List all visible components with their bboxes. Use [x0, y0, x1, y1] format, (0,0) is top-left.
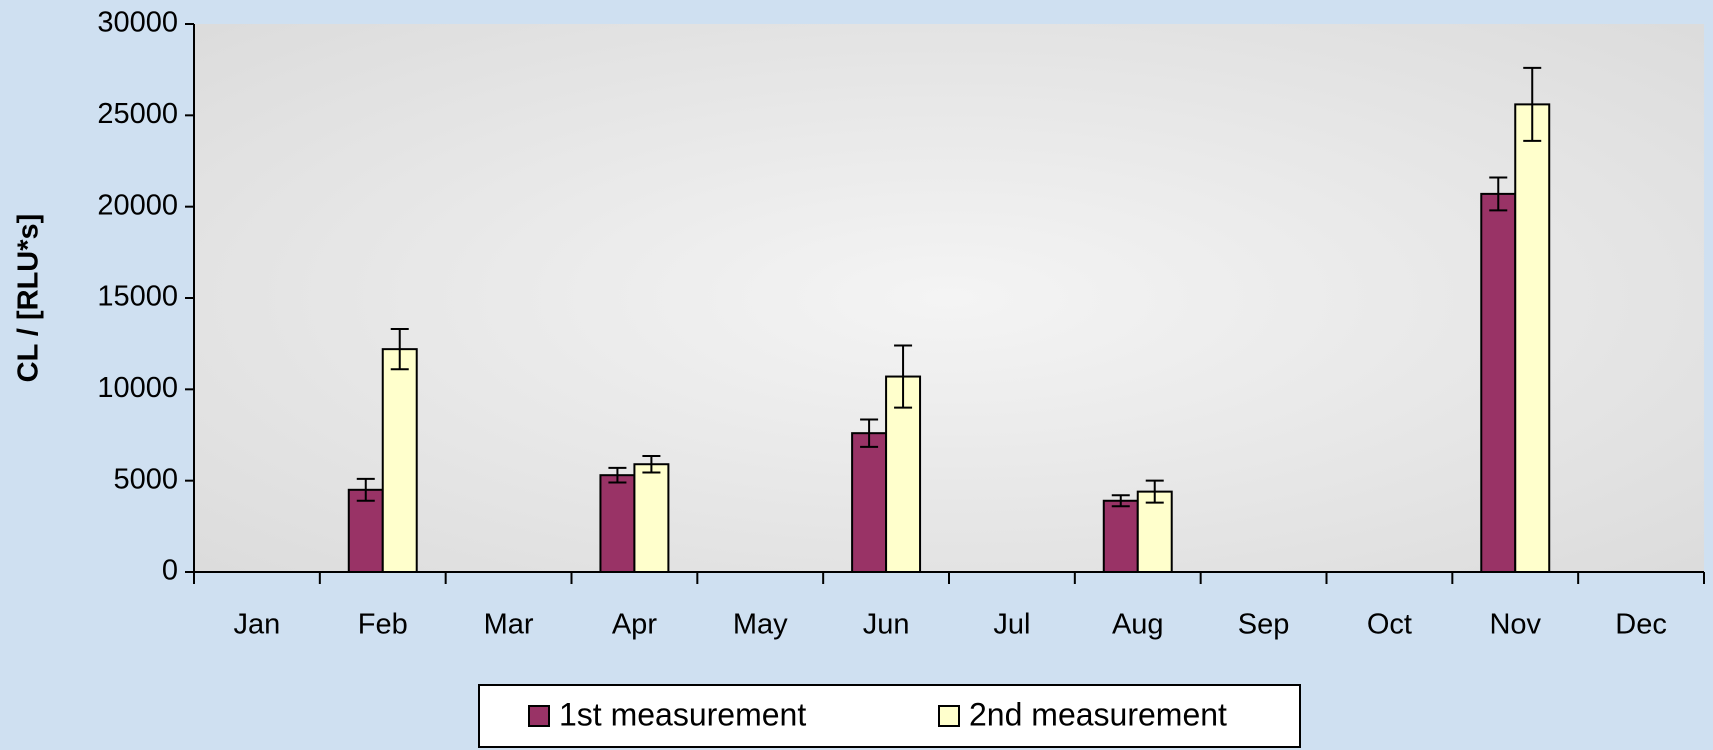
bar — [1514, 103, 1551, 574]
error-bar — [1523, 66, 1542, 142]
x-tick-label: Jul — [993, 609, 1030, 641]
error-bar — [860, 418, 879, 448]
y-tick-label: 30000 — [97, 7, 178, 39]
bar — [1102, 499, 1139, 574]
bar — [347, 488, 384, 573]
x-tick-label: Oct — [1367, 609, 1412, 641]
error-bar — [608, 466, 627, 484]
x-tick-label: Sep — [1238, 609, 1290, 641]
bar — [381, 348, 418, 573]
error-bar — [894, 344, 913, 409]
y-tick-label: 15000 — [97, 281, 178, 313]
legend — [478, 684, 1301, 748]
error-bar — [1145, 479, 1164, 504]
error-bar — [1111, 494, 1130, 508]
bar — [599, 474, 636, 574]
legend-label: 1st measurement — [559, 696, 806, 732]
y-axis-label: CL / [RLU*s] — [13, 214, 45, 383]
bar — [1480, 192, 1517, 573]
error-bar — [1489, 176, 1508, 212]
legend-swatch — [938, 705, 960, 727]
legend-label: 2nd measurement — [969, 696, 1227, 732]
y-tick-label: 5000 — [113, 463, 178, 495]
x-tick-label: Mar — [484, 609, 534, 641]
legend-swatch — [528, 705, 550, 727]
bar — [1136, 490, 1173, 574]
x-tick-label: Dec — [1615, 609, 1667, 641]
x-tick-label: Jun — [863, 609, 910, 641]
error-bar — [390, 328, 409, 371]
error-bar — [356, 477, 375, 502]
y-tick-label: 20000 — [97, 189, 178, 221]
y-tick-label: 10000 — [97, 372, 178, 404]
plot-area — [194, 24, 1704, 572]
y-tick-label: 25000 — [97, 98, 178, 130]
bar — [633, 463, 670, 573]
x-tick-label: May — [733, 609, 788, 641]
x-tick-label: Nov — [1489, 609, 1541, 641]
x-tick-label: Aug — [1112, 609, 1164, 641]
y-tick-label: 0 — [162, 555, 178, 587]
x-tick-label: Jan — [234, 609, 281, 641]
error-bar — [642, 455, 661, 474]
x-tick-label: Apr — [612, 609, 657, 641]
bar — [851, 432, 888, 573]
x-tick-label: Feb — [358, 609, 408, 641]
